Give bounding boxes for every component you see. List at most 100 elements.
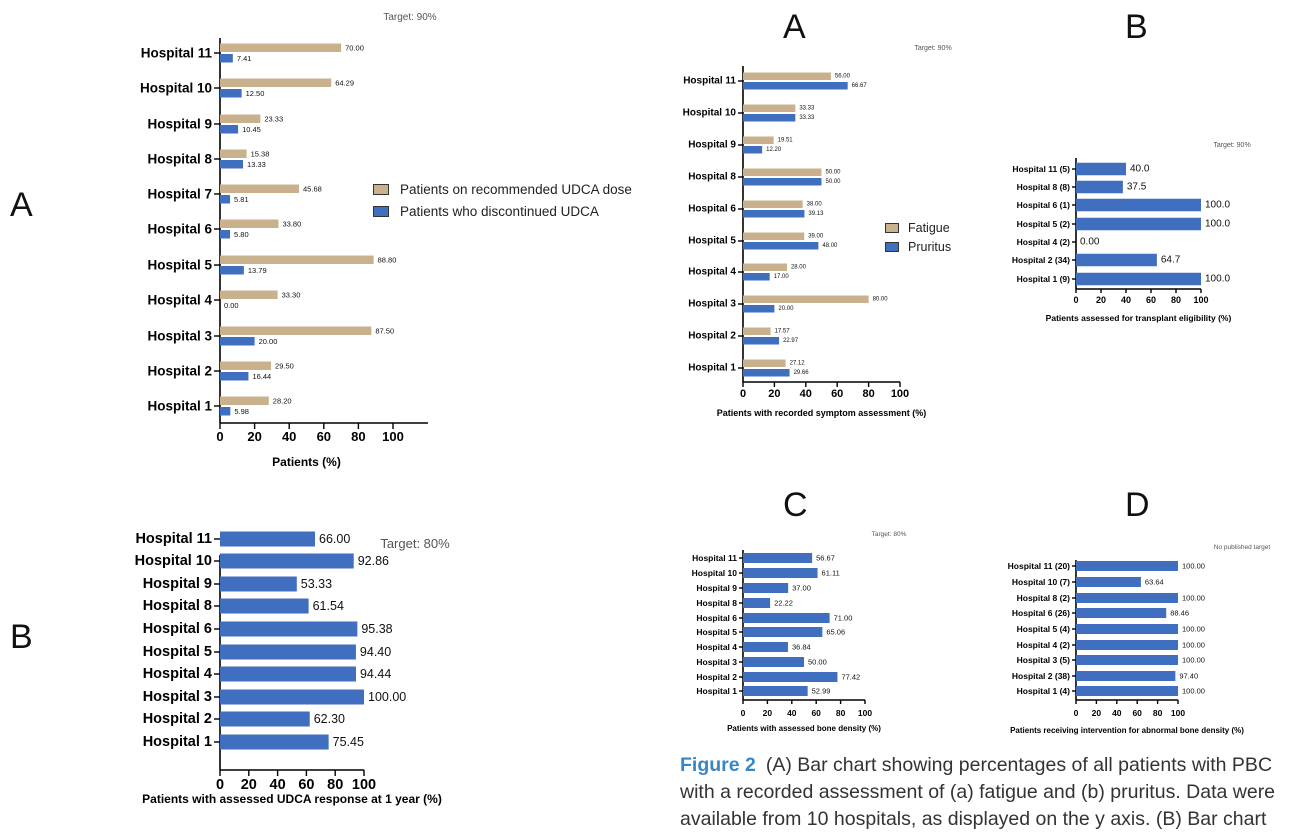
data-label: 100.00	[368, 690, 406, 704]
bar	[743, 553, 813, 563]
bar	[743, 242, 819, 250]
x-tick-label: 80	[1171, 295, 1181, 305]
data-label: 33.30	[282, 290, 301, 299]
legend-item-fatigue: Fatigue	[885, 218, 951, 237]
category-label: Hospital 2	[696, 672, 737, 682]
bar	[220, 230, 231, 239]
bar	[220, 160, 244, 169]
x-tick-label: 80	[836, 708, 846, 718]
x-axis-label: Patients assessed for transplant eligibi…	[1046, 313, 1232, 323]
bar	[1076, 608, 1167, 618]
category-label: Hospital 2	[688, 331, 736, 342]
legend-label: Pruritus	[908, 239, 952, 254]
data-label: 22.97	[783, 338, 799, 344]
bar	[220, 598, 309, 614]
category-label: Hospital 8	[147, 152, 212, 167]
category-label: Hospital 11	[683, 76, 736, 87]
panel-letter-fig2-d: D	[1125, 486, 1150, 524]
data-label: 97.40	[1179, 672, 1198, 681]
caption-text: (A) Bar chart showing percentages of all…	[765, 754, 1273, 776]
category-label: Hospital 8 (8)	[1017, 182, 1071, 192]
bar	[1076, 253, 1157, 267]
x-tick-label: 40	[800, 388, 812, 400]
x-tick-label: 20	[241, 777, 257, 793]
category-label: Hospital 10	[692, 568, 738, 578]
x-tick-label: 80	[862, 388, 874, 400]
category-label: Hospital 1	[696, 686, 737, 696]
target-label: Target: 80%	[380, 536, 450, 551]
data-label: 37.5	[1127, 182, 1147, 193]
data-label: 100.0	[1205, 274, 1230, 285]
bar	[1076, 671, 1176, 681]
category-label: Hospital 4	[688, 267, 736, 278]
data-label: 23.33	[264, 114, 283, 123]
bar	[1076, 180, 1123, 194]
bar	[220, 114, 261, 123]
category-label: Hospital 3	[688, 299, 736, 310]
category-label: Hospital 11	[692, 553, 737, 563]
bar	[743, 627, 823, 637]
bar	[743, 657, 804, 667]
bar	[743, 114, 796, 122]
bar	[220, 734, 329, 750]
x-axis-label: Patients receiving intervention for abno…	[1010, 726, 1244, 735]
bar	[743, 146, 763, 154]
bar	[743, 337, 780, 345]
data-label: 12.50	[246, 89, 265, 98]
bar	[220, 184, 300, 193]
category-label: Hospital 1	[688, 363, 736, 374]
x-tick-label: 60	[317, 429, 331, 444]
x-tick-label: 60	[1132, 708, 1142, 718]
category-label: Hospital 1	[143, 734, 212, 750]
target-label: Target: 90%	[1213, 142, 1250, 149]
data-label: 63.64	[1145, 578, 1164, 587]
category-label: Hospital 10 (7)	[1012, 577, 1070, 587]
data-label: 88.80	[378, 255, 397, 264]
x-tick-label: 0	[216, 777, 224, 793]
x-tick-label: 100	[382, 429, 404, 444]
bar	[220, 219, 279, 228]
data-label: 87.50	[375, 326, 394, 335]
data-label: 17.57	[775, 328, 791, 334]
category-label: Hospital 9	[143, 576, 212, 592]
bar	[743, 369, 790, 377]
data-label: 16.44	[252, 372, 271, 381]
category-label: Hospital 11	[135, 531, 212, 547]
legend-symptom: Fatigue Pruritus	[885, 218, 951, 256]
bar	[743, 200, 803, 208]
data-label: 50.00	[826, 169, 842, 175]
bar	[743, 598, 771, 608]
legend-swatch-tan	[373, 183, 389, 195]
data-label: 28.00	[791, 264, 807, 270]
bar	[220, 621, 358, 637]
panel-letter-fig1-b: B	[10, 618, 33, 656]
category-label: Hospital 6 (26)	[1012, 608, 1070, 618]
data-label: 75.45	[333, 735, 364, 749]
x-axis-label: Patients with assessed bone density (%)	[727, 724, 881, 733]
data-label: 100.00	[1182, 625, 1205, 634]
legend-udca-dose: Patients on recommended UDCA dose Patien…	[373, 178, 632, 222]
data-label: 77.42	[841, 673, 860, 682]
category-label: Hospital 5	[147, 258, 212, 273]
category-label: Hospital 5	[696, 627, 737, 637]
bar	[1076, 655, 1178, 665]
x-tick-label: 0	[741, 708, 746, 718]
category-label: Hospital 8	[696, 598, 737, 608]
x-tick-label: 20	[768, 388, 780, 400]
bar	[220, 149, 247, 158]
category-label: Hospital 5	[688, 236, 736, 247]
bar	[220, 689, 364, 705]
legend-item-discontinued: Patients who discontinued UDCA	[373, 200, 632, 222]
x-tick-label: 60	[298, 777, 314, 793]
bar	[743, 136, 774, 144]
data-label: 37.00	[792, 584, 811, 593]
data-label: 100.0	[1205, 200, 1230, 211]
target-label: Target: 80%	[872, 531, 907, 538]
x-tick-label: 80	[1153, 708, 1163, 718]
bar	[1076, 624, 1178, 634]
bar	[743, 327, 771, 335]
bar	[220, 576, 297, 592]
category-label: Hospital 2	[143, 711, 212, 727]
x-tick-label: 40	[1121, 295, 1131, 305]
category-label: Hospital 2 (38)	[1012, 671, 1070, 681]
